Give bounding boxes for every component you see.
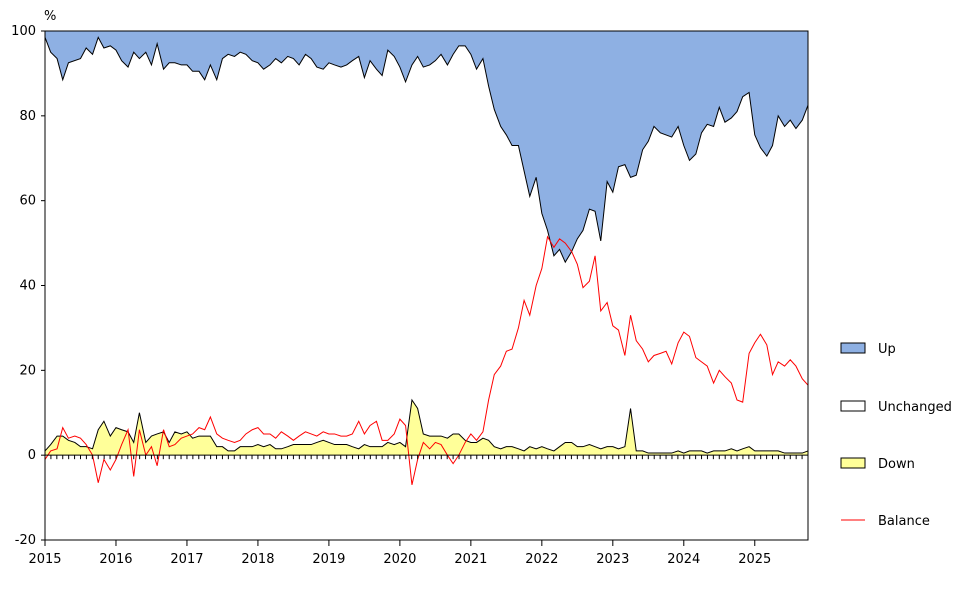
y-tick-label: 40 (19, 279, 36, 294)
x-tick-label: 2023 (596, 552, 629, 567)
legend-swatch-up (840, 342, 866, 354)
y-tick-label: 0 (28, 448, 36, 463)
series-up-area (45, 31, 808, 263)
x-tick-label: 2017 (170, 552, 203, 567)
y-tick-label: 20 (19, 363, 36, 378)
legend-item-up: Up (840, 342, 896, 357)
legend-label-unchanged: Unchanged (878, 400, 952, 415)
x-tick-label: 2020 (383, 552, 416, 567)
y-tick-label: 100 (11, 24, 36, 39)
x-tick-label: 2024 (667, 552, 700, 567)
legend-label-balance: Balance (878, 514, 930, 529)
y-tick-label: 80 (19, 109, 36, 124)
legend-item-balance: Balance (841, 514, 930, 529)
x-tick-label: 2025 (738, 552, 771, 567)
x-tick-label: 2016 (99, 552, 132, 567)
x-tick-label: 2022 (525, 552, 558, 567)
series-down-area (45, 400, 808, 456)
x-tick-label: 2021 (454, 552, 487, 567)
legend-label-up: Up (878, 342, 896, 357)
legend-swatch-unchanged (840, 400, 866, 412)
series-up-edge (44, 36, 809, 264)
x-tick-label: 2018 (241, 552, 274, 567)
legend-item-down: Down (840, 457, 915, 472)
y-tick-label: -20 (15, 533, 36, 548)
y-tick-label: 60 (19, 194, 36, 209)
series-balance-line (44, 235, 809, 485)
legend-item-unchanged: Unchanged (840, 400, 952, 415)
y-axis-unit-label: % (44, 9, 56, 24)
legend-label-down: Down (878, 457, 915, 472)
series-down-edge (44, 398, 809, 454)
legend-swatch-down (840, 457, 866, 469)
x-tick-label: 2015 (28, 552, 61, 567)
x-tick-label: 2019 (312, 552, 345, 567)
